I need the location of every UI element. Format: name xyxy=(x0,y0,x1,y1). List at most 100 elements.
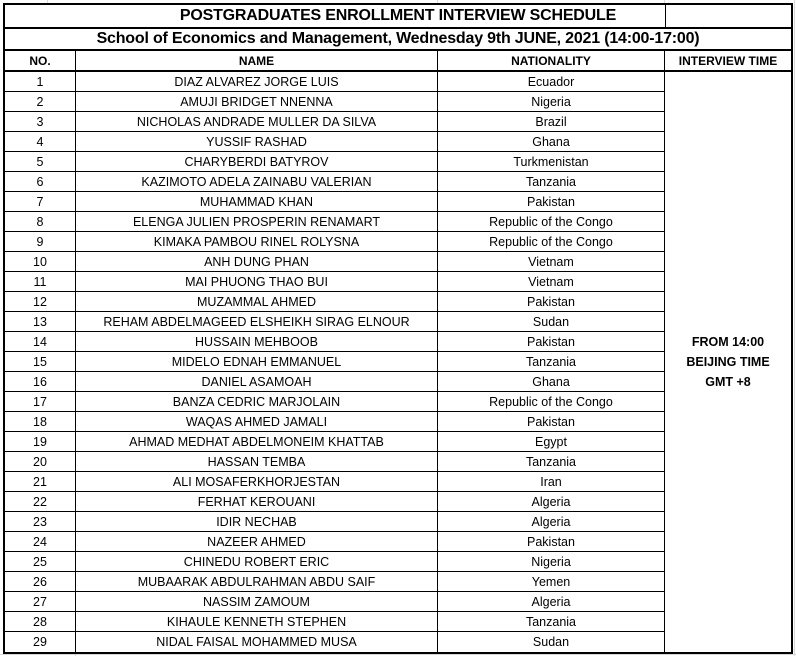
cell-name: NIDAL FAISAL MOHAMMED MUSA xyxy=(76,632,438,652)
cell-nationality: Sudan xyxy=(438,632,665,652)
cell-name: AMUJI BRIDGET NNENNA xyxy=(76,92,438,112)
cell-name: IDIR NECHAB xyxy=(76,512,438,532)
cell-row-number: 26 xyxy=(5,572,76,592)
cell-nationality: Pakistan xyxy=(438,292,665,312)
column-header-name: NAME xyxy=(76,51,438,72)
cell-name: KIMAKA PAMBOU RINEL ROLYSNA xyxy=(76,232,438,252)
interview-time-line-3: GMT +8 xyxy=(705,375,751,389)
cell-nationality: Turkmenistan xyxy=(438,152,665,172)
cell-name: NICHOLAS ANDRADE MULLER DA SILVA xyxy=(76,112,438,132)
cell-row-number: 22 xyxy=(5,492,76,512)
cell-nationality: Pakistan xyxy=(438,192,665,212)
cell-nationality: Ghana xyxy=(438,372,665,392)
table-title: POSTGRADUATES ENROLLMENT INTERVIEW SCHED… xyxy=(5,5,791,29)
cell-row-number: 14 xyxy=(5,332,76,352)
outer-gridline xyxy=(664,0,665,4)
cell-row-number: 13 xyxy=(5,312,76,332)
column-header-no: NO. xyxy=(5,51,76,72)
cell-name: DANIEL ASAMOAH xyxy=(76,372,438,392)
cell-name: MUBAARAK ABDULRAHMAN ABDU SAIF xyxy=(76,572,438,592)
cell-row-number: 2 xyxy=(5,92,76,112)
cell-nationality: Republic of the Congo xyxy=(438,392,665,412)
cell-row-number: 28 xyxy=(5,612,76,632)
column-header-interview-time: INTERVIEW TIME xyxy=(665,51,791,72)
cell-nationality: Republic of the Congo xyxy=(438,232,665,252)
outer-gridline xyxy=(437,0,438,4)
cell-nationality: Nigeria xyxy=(438,92,665,112)
cell-row-number: 15 xyxy=(5,352,76,372)
cell-nationality: Algeria xyxy=(438,512,665,532)
outer-gridline xyxy=(47,0,48,4)
cell-nationality: Egypt xyxy=(438,432,665,452)
cell-row-number: 8 xyxy=(5,212,76,232)
cell-nationality: Tanzania xyxy=(438,352,665,372)
cell-row-number: 24 xyxy=(5,532,76,552)
cell-nationality: Tanzania xyxy=(438,172,665,192)
cell-row-number: 9 xyxy=(5,232,76,252)
cell-name: NASSIM ZAMOUM xyxy=(76,592,438,612)
cell-nationality: Iran xyxy=(438,472,665,492)
cell-name: WAQAS AHMED JAMALI xyxy=(76,412,438,432)
cell-row-number: 23 xyxy=(5,512,76,532)
cell-name: ELENGA JULIEN PROSPERIN RENAMART xyxy=(76,212,438,232)
cell-name: MUZAMMAL AHMED xyxy=(76,292,438,312)
cell-nationality: Ecuador xyxy=(438,72,665,92)
cell-name: MAI PHUONG THAO BUI xyxy=(76,272,438,292)
cell-name: KIHAULE KENNETH STEPHEN xyxy=(76,612,438,632)
cell-row-number: 16 xyxy=(5,372,76,392)
cell-name: ALI MOSAFERKHORJESTAN xyxy=(76,472,438,492)
cell-row-number: 11 xyxy=(5,272,76,292)
outer-gridline xyxy=(0,654,796,655)
cell-nationality: Republic of the Congo xyxy=(438,212,665,232)
cell-row-number: 18 xyxy=(5,412,76,432)
cell-row-number: 25 xyxy=(5,552,76,572)
cell-nationality: Pakistan xyxy=(438,332,665,352)
interview-time-merged-cell: FROM 14:00 BEIJING TIME GMT +8 xyxy=(665,72,791,652)
cell-row-number: 1 xyxy=(5,72,76,92)
cell-row-number: 21 xyxy=(5,472,76,492)
cell-name: NAZEER AHMED xyxy=(76,532,438,552)
cell-row-number: 17 xyxy=(5,392,76,412)
cell-row-number: 10 xyxy=(5,252,76,272)
cell-row-number: 3 xyxy=(5,112,76,132)
cell-row-number: 12 xyxy=(5,292,76,312)
interview-time-line-1: FROM 14:00 xyxy=(691,335,765,349)
cell-name: MIDELO EDNAH EMMANUEL xyxy=(76,352,438,372)
cell-name: MUHAMMAD KHAN xyxy=(76,192,438,212)
cell-row-number: 20 xyxy=(5,452,76,472)
cell-nationality: Algeria xyxy=(438,492,665,512)
cell-name: BANZA CEDRIC MARJOLAIN xyxy=(76,392,438,412)
cell-nationality: Nigeria xyxy=(438,552,665,572)
cell-nationality: Sudan xyxy=(438,312,665,332)
cell-name: AHMAD MEDHAT ABDELMONEIM KHATTAB xyxy=(76,432,438,452)
cell-nationality: Ghana xyxy=(438,132,665,152)
cell-nationality: Yemen xyxy=(438,572,665,592)
cell-nationality: Tanzania xyxy=(438,612,665,632)
column-header-nationality: NATIONALITY xyxy=(438,51,665,72)
cell-nationality: Vietnam xyxy=(438,272,665,292)
cell-nationality: Pakistan xyxy=(438,532,665,552)
cell-name: YUSSIF RASHAD xyxy=(76,132,438,152)
cell-row-number: 6 xyxy=(5,172,76,192)
cell-nationality: Vietnam xyxy=(438,252,665,272)
cell-nationality: Brazil xyxy=(438,112,665,132)
interview-schedule-table: POSTGRADUATES ENROLLMENT INTERVIEW SCHED… xyxy=(3,3,793,654)
cell-name: CHINEDU ROBERT ERIC xyxy=(76,552,438,572)
cell-name: DIAZ ALVAREZ JORGE LUIS xyxy=(76,72,438,92)
cell-row-number: 5 xyxy=(5,152,76,172)
cell-row-number: 19 xyxy=(5,432,76,452)
cell-row-number: 4 xyxy=(5,132,76,152)
cell-name: ANH DUNG PHAN xyxy=(76,252,438,272)
cell-row-number: 7 xyxy=(5,192,76,212)
cell-name: HASSAN TEMBA xyxy=(76,452,438,472)
interview-time-line-2: BEIJING TIME xyxy=(686,355,770,369)
cell-name: FERHAT KEROUANI xyxy=(76,492,438,512)
table-subtitle: School of Economics and Management, Wedn… xyxy=(5,29,791,51)
cell-name: CHARYBERDI BATYROV xyxy=(76,152,438,172)
cell-row-number: 27 xyxy=(5,592,76,612)
cell-nationality: Pakistan xyxy=(438,412,665,432)
cell-name: HUSSAIN MEHBOOB xyxy=(76,332,438,352)
cell-nationality: Tanzania xyxy=(438,452,665,472)
outer-gridline xyxy=(794,0,795,656)
